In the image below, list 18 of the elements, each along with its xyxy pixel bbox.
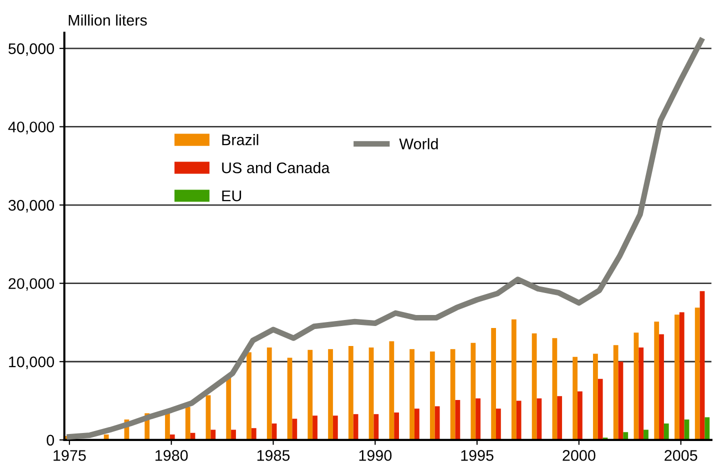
y-tick-label: 10,000 [9,356,54,370]
x-tick-label: 1985 [257,450,290,461]
x-tick-label: 1980 [156,450,188,461]
x-tick-label: 1975 [54,450,86,461]
y-axis-title: Million liters [68,14,147,26]
legend-label: EU [222,190,242,202]
x-tick-label: 2005 [664,450,698,461]
legend-label: US and Canada [222,162,330,174]
x-tick-label: 2000 [562,450,596,461]
y-tick-label: 30,000 [8,200,54,213]
y-tick-label: 20,000 [8,278,54,291]
y-tick-label: 40,000 [8,122,54,134]
legend-label: Brazil [222,134,258,146]
y-tick-label: 50,000 [8,43,54,56]
y-tick-label: 0 [46,434,54,446]
x-tick-label: 1995 [461,450,494,461]
x-tick-label: 1990 [359,450,392,461]
legend-label: World [399,138,438,150]
